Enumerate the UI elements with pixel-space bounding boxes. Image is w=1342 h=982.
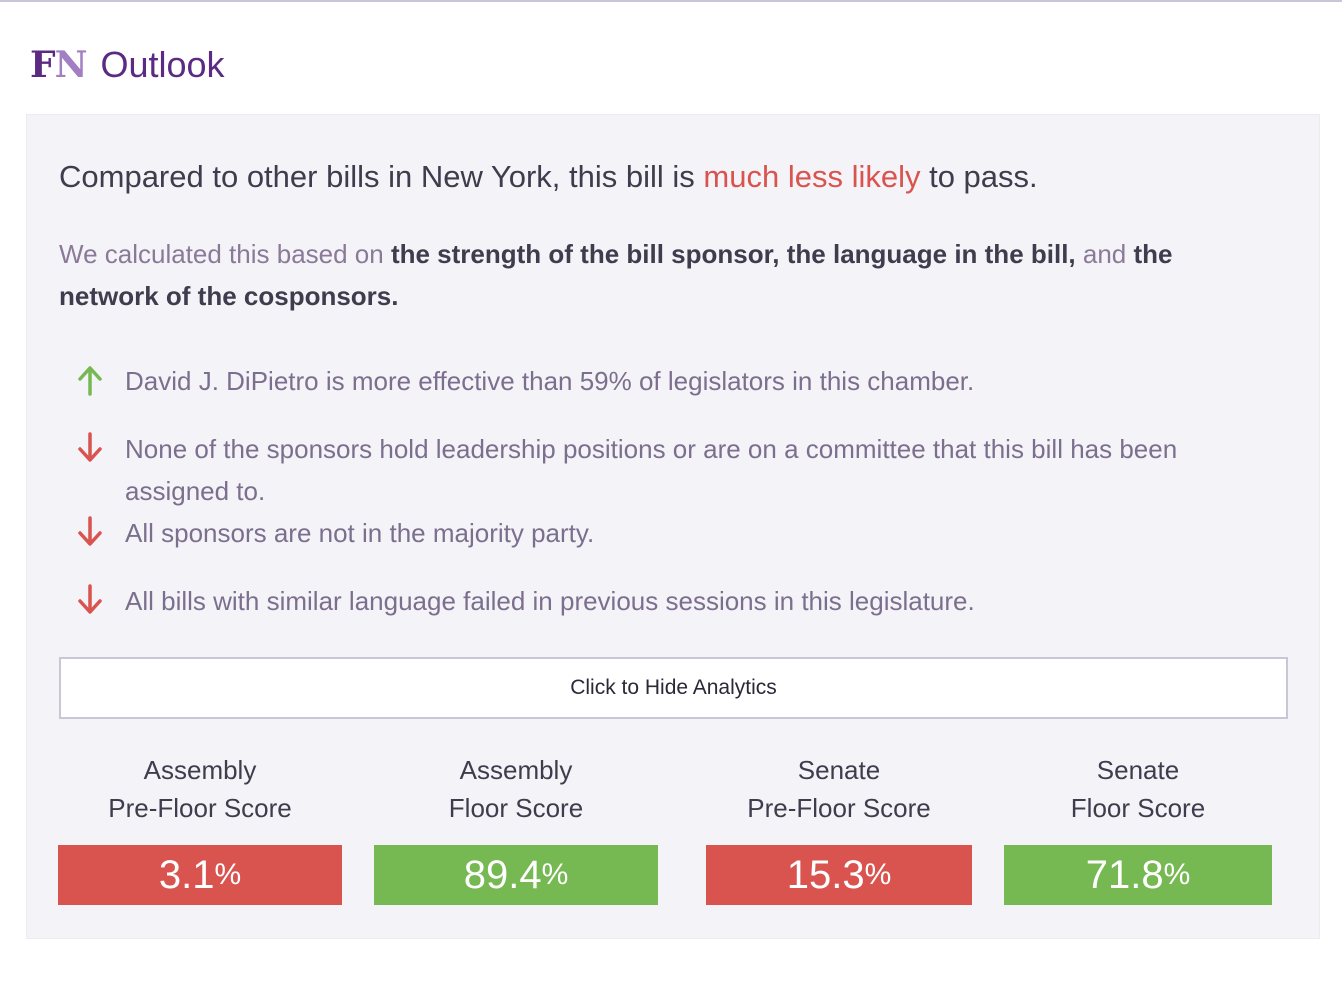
arrow-up-icon (78, 366, 102, 396)
score-chamber: Assembly (143, 755, 257, 785)
score-assembly-floor: Assembly Floor Score 89.4% (374, 751, 658, 905)
factor-text: David J. DiPietro is more effective than… (125, 366, 975, 396)
score-type: Pre-Floor Score (747, 793, 931, 823)
headline-suffix: to pass. (920, 159, 1038, 194)
outlook-headline: Compared to other bills in New York, thi… (59, 159, 1038, 195)
methodology-emphasis: the strength of the bill sponsor, the la… (390, 239, 1076, 269)
factor-item: All sponsors are not in the majority par… (75, 512, 1275, 554)
top-divider (0, 0, 1342, 2)
score-label: Senate Pre-Floor Score (706, 751, 972, 827)
score-type: Floor Score (1070, 793, 1206, 823)
score-label: Assembly Floor Score (374, 751, 658, 827)
score-chamber: Senate (797, 755, 881, 785)
methodology-emphasis: the network of the cosponsors. (59, 239, 1173, 311)
score-badge: 15.3% (706, 845, 972, 905)
outlook-panel: Compared to other bills in New York, thi… (26, 114, 1320, 939)
arrow-down-icon (78, 432, 102, 462)
score-value: 71.8 (1085, 852, 1164, 897)
section-title: Outlook (100, 44, 225, 85)
logo-letter-f: F (30, 44, 56, 86)
score-badge: 89.4% (374, 845, 658, 905)
score-senate-floor: Senate Floor Score 71.8% (1004, 751, 1272, 905)
score-badge: 3.1% (58, 845, 342, 905)
factor-item: David J. DiPietro is more effective than… (75, 360, 1275, 402)
hide-analytics-button[interactable]: Click to Hide Analytics (59, 657, 1288, 719)
score-senate-pre-floor: Senate Pre-Floor Score 15.3% (706, 751, 972, 905)
score-label: Senate Floor Score (1004, 751, 1272, 827)
score-label: Assembly Pre-Floor Score (58, 751, 342, 827)
score-unit: % (214, 858, 242, 891)
factor-item: None of the sponsors hold leadership pos… (75, 428, 1275, 512)
score-type: Pre-Floor Score (108, 793, 292, 823)
methodology-part: We calculated this based on (59, 239, 391, 269)
score-chamber: Senate (1096, 755, 1180, 785)
score-value: 89.4 (463, 852, 542, 897)
factor-text: None of the sponsors hold leadership pos… (125, 434, 1178, 506)
score-badge: 71.8% (1004, 845, 1272, 905)
factor-text: All sponsors are not in the majority par… (125, 518, 595, 548)
score-value: 15.3 (786, 852, 865, 897)
likelihood-highlight: much less likely (703, 159, 921, 194)
arrow-down-icon (78, 516, 102, 546)
score-assembly-pre-floor: Assembly Pre-Floor Score 3.1% (58, 751, 342, 905)
arrow-down-icon (78, 584, 102, 614)
score-unit: % (541, 858, 569, 891)
logo-letter-n: N (54, 44, 88, 86)
score-unit: % (864, 858, 892, 891)
score-chamber: Assembly (459, 755, 573, 785)
score-type: Floor Score (448, 793, 584, 823)
factor-text: All bills with similar language failed i… (125, 586, 975, 616)
methodology-text: We calculated this based on the strength… (59, 233, 1269, 317)
factor-item: All bills with similar language failed i… (75, 580, 1275, 622)
methodology-part: and (1075, 239, 1134, 269)
score-unit: % (1163, 858, 1191, 891)
headline-prefix: Compared to other bills in New York, thi… (59, 159, 704, 194)
score-value: 3.1 (158, 852, 215, 897)
